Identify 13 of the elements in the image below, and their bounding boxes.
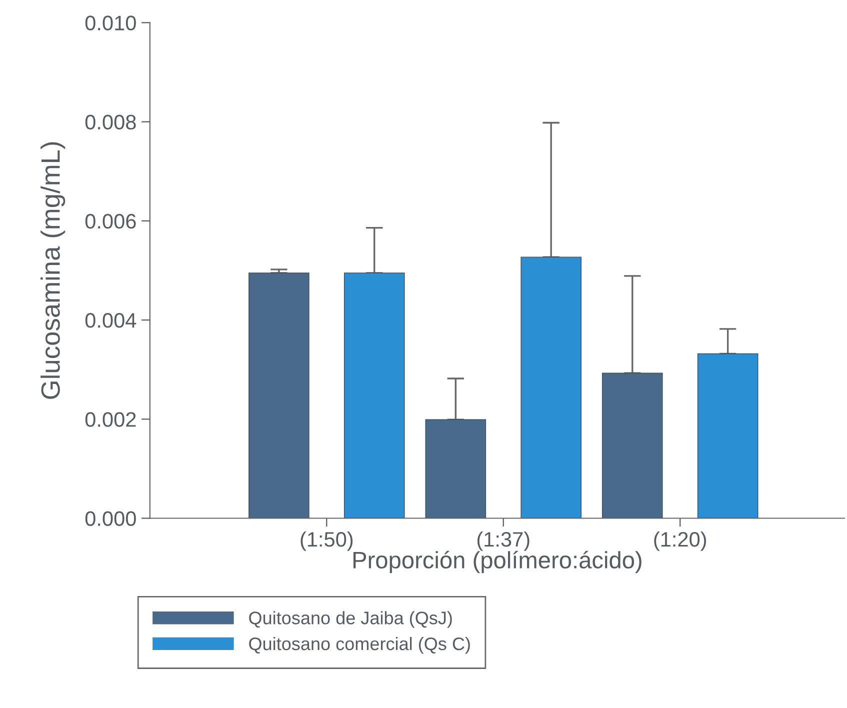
legend-label: Quitosano de Jaiba (QsJ): [249, 611, 452, 628]
y-tick-label: 0.006: [85, 214, 136, 229]
y-tick-label: 0.008: [85, 114, 136, 130]
y-axis-title: Glucosamina (mg/mL): [40, 142, 66, 399]
y-tick-label: 0.000: [85, 511, 136, 526]
x-tick-label: (1:37): [477, 531, 530, 551]
x-tick-label: (1:50): [300, 531, 353, 551]
x-tick-label: (1:20): [654, 531, 706, 551]
x-axis-title: Proporción (polímero:ácido): [353, 550, 642, 574]
y-tick-label: 0.002: [85, 412, 136, 427]
y-tick-label: 0.004: [85, 313, 136, 328]
y-tick-label: 0.010: [85, 16, 136, 30]
legend-label: Quitosano comercial (Qs C): [249, 636, 470, 654]
